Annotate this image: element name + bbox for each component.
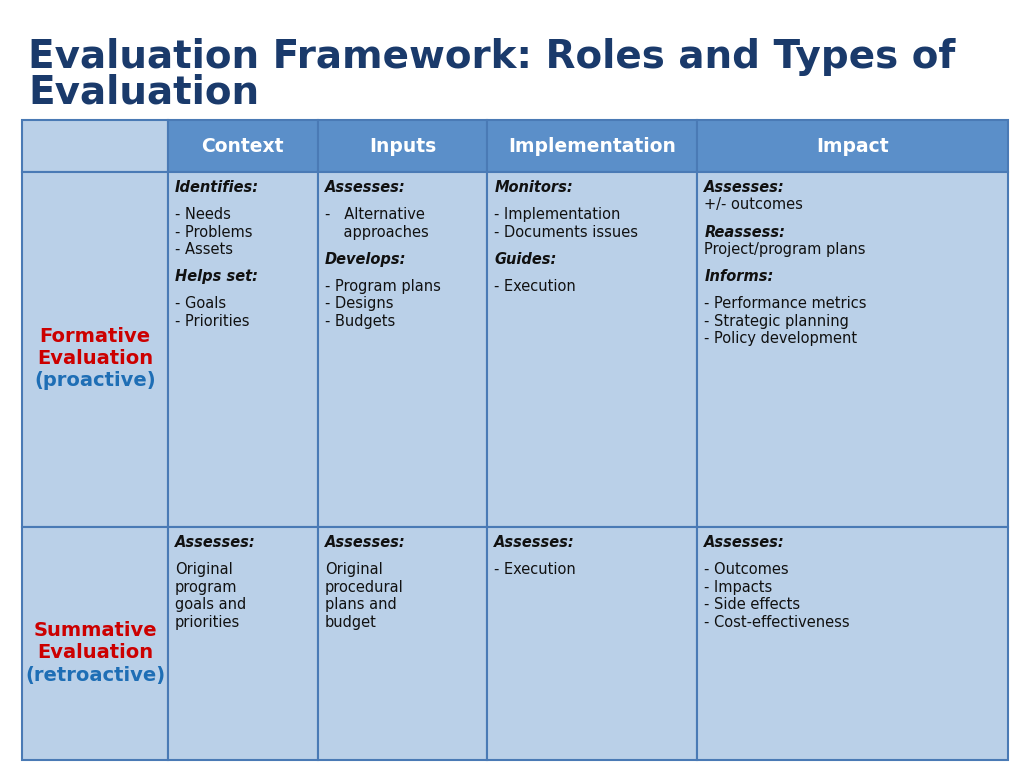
Text: -   Alternative: - Alternative <box>325 207 425 222</box>
Text: - Priorities: - Priorities <box>175 314 250 329</box>
Bar <box>317 172 487 527</box>
Bar <box>168 527 317 760</box>
Text: plans and: plans and <box>325 598 396 612</box>
Text: priorities: priorities <box>175 614 241 630</box>
Text: Inputs: Inputs <box>369 137 436 155</box>
Text: - Implementation: - Implementation <box>495 207 621 222</box>
Text: +/- outcomes: +/- outcomes <box>705 197 803 213</box>
Bar <box>22 172 168 527</box>
Text: Original: Original <box>175 562 232 577</box>
Bar <box>697 120 1008 172</box>
Text: Formative: Formative <box>39 327 151 346</box>
Text: Project/program plans: Project/program plans <box>705 242 866 257</box>
Text: approaches: approaches <box>325 224 429 240</box>
Text: Assesses:: Assesses: <box>705 180 785 195</box>
Text: Assesses:: Assesses: <box>495 535 575 550</box>
Bar <box>168 120 317 172</box>
Text: (proactive): (proactive) <box>34 372 156 390</box>
Text: - Budgets: - Budgets <box>325 314 395 329</box>
Text: - Assets: - Assets <box>175 242 232 257</box>
Text: Impact: Impact <box>816 137 889 155</box>
Text: Monitors:: Monitors: <box>495 180 573 195</box>
Bar <box>697 172 1008 527</box>
Text: budget: budget <box>325 614 377 630</box>
Text: - Policy development: - Policy development <box>705 331 857 346</box>
Text: Implementation: Implementation <box>509 137 676 155</box>
Text: - Execution: - Execution <box>495 562 577 577</box>
Bar <box>487 527 697 760</box>
Text: Informs:: Informs: <box>705 270 774 284</box>
Text: Reassess:: Reassess: <box>705 224 785 240</box>
Bar <box>168 172 317 527</box>
Text: Evaluation Framework: Roles and Types of: Evaluation Framework: Roles and Types of <box>28 38 955 76</box>
Text: Assesses:: Assesses: <box>325 180 406 195</box>
Text: Assesses:: Assesses: <box>325 535 406 550</box>
Bar <box>487 120 697 172</box>
Bar <box>487 172 697 527</box>
Text: - Impacts: - Impacts <box>705 580 773 594</box>
Text: program: program <box>175 580 238 594</box>
Text: Assesses:: Assesses: <box>175 535 256 550</box>
Text: Develops:: Develops: <box>325 252 407 266</box>
Text: Summative: Summative <box>33 621 157 641</box>
Text: - Designs: - Designs <box>325 296 393 311</box>
Bar <box>317 527 487 760</box>
Text: Evaluation: Evaluation <box>28 73 259 111</box>
Text: Identifies:: Identifies: <box>175 180 259 195</box>
Text: - Outcomes: - Outcomes <box>705 562 790 577</box>
Text: - Cost-effectiveness: - Cost-effectiveness <box>705 614 850 630</box>
Text: - Goals: - Goals <box>175 296 226 311</box>
Bar <box>317 120 487 172</box>
Text: - Problems: - Problems <box>175 224 253 240</box>
Text: Original: Original <box>325 562 383 577</box>
Bar <box>22 120 168 172</box>
Text: goals and: goals and <box>175 598 246 612</box>
Text: Context: Context <box>202 137 284 155</box>
Text: - Execution: - Execution <box>495 279 577 294</box>
Bar <box>22 527 168 760</box>
Text: - Documents issues: - Documents issues <box>495 224 638 240</box>
Text: Evaluation: Evaluation <box>37 349 153 369</box>
Text: (retroactive): (retroactive) <box>25 666 165 684</box>
Text: - Side effects: - Side effects <box>705 598 801 612</box>
Text: - Needs: - Needs <box>175 207 230 222</box>
Text: - Program plans: - Program plans <box>325 279 440 294</box>
Text: procedural: procedural <box>325 580 403 594</box>
Text: - Strategic planning: - Strategic planning <box>705 314 849 329</box>
Text: Guides:: Guides: <box>495 252 557 266</box>
Text: - Performance metrics: - Performance metrics <box>705 296 867 311</box>
Text: Assesses:: Assesses: <box>705 535 785 550</box>
Bar <box>697 527 1008 760</box>
Text: Helps set:: Helps set: <box>175 270 258 284</box>
Text: Evaluation: Evaluation <box>37 644 153 663</box>
